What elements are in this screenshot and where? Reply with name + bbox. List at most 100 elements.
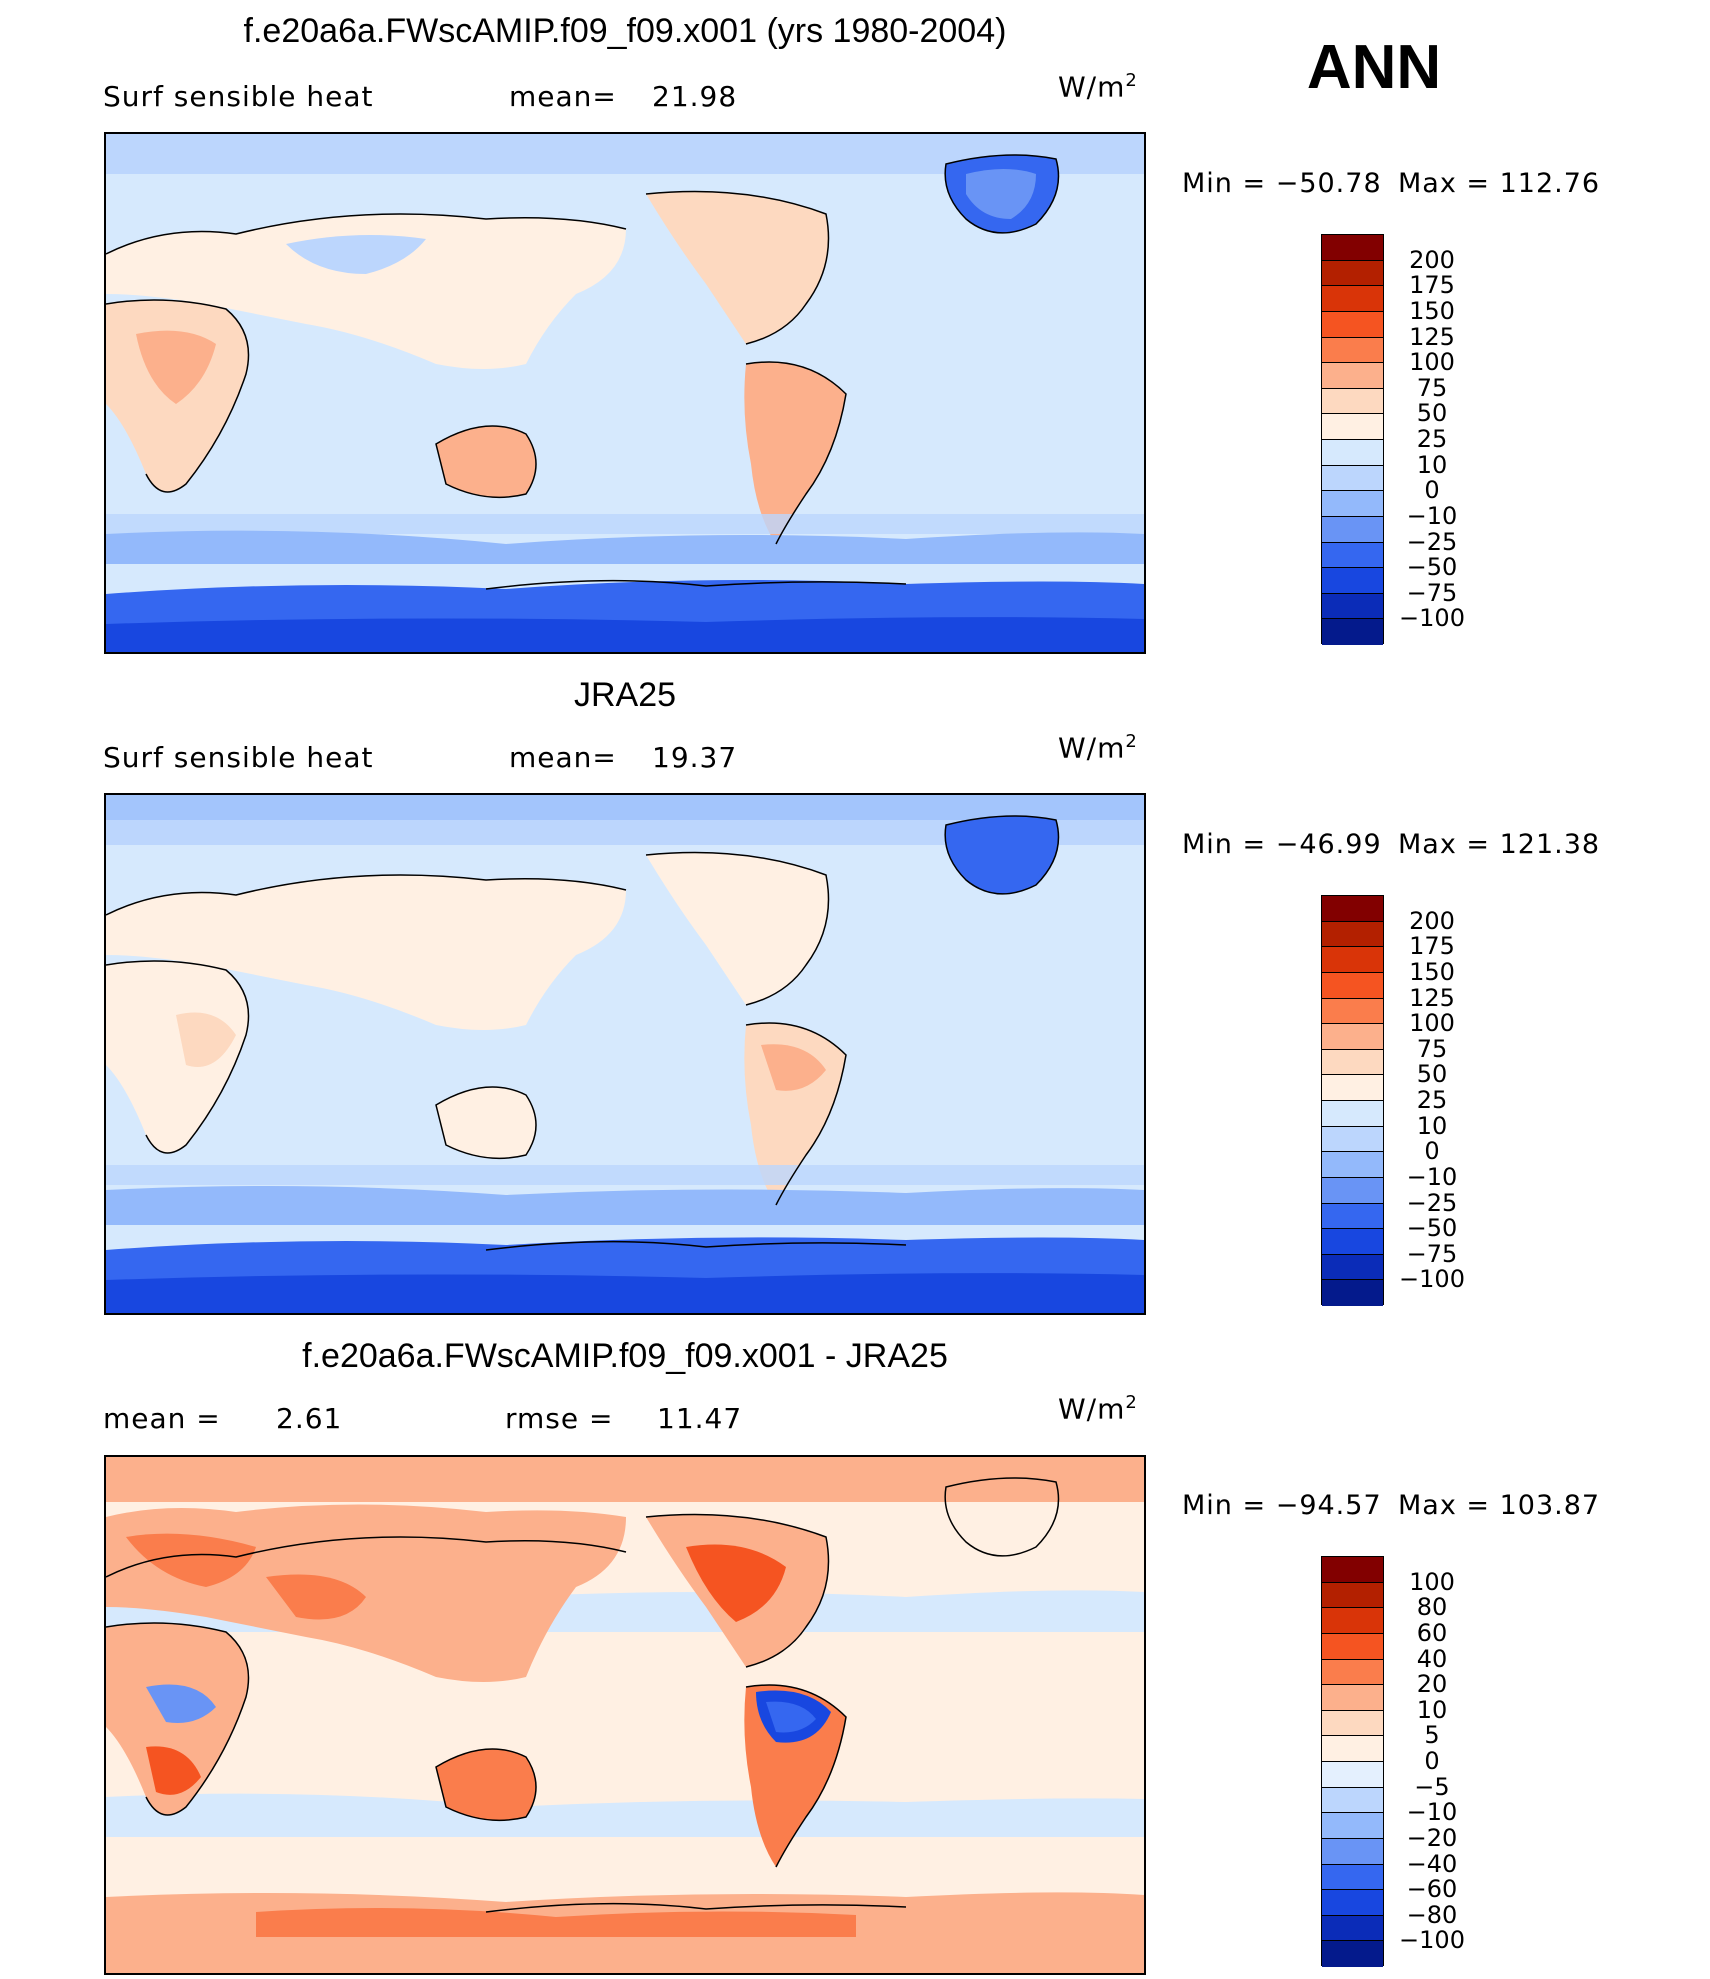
- colorbar-segment: [1322, 1024, 1383, 1050]
- colorbar-segment: [1322, 1838, 1383, 1865]
- variable-label: Surf sensible heat: [103, 741, 374, 774]
- colorbar-segment: [1322, 1203, 1383, 1230]
- colorbar-segment: [1322, 1177, 1383, 1204]
- colorbar-segment: [1322, 1710, 1383, 1737]
- colorbar-segment: [1322, 568, 1383, 594]
- colorbar-segment: [1322, 1152, 1383, 1178]
- map-panel-obs: [104, 793, 1146, 1315]
- colorbar-segment: [1322, 260, 1383, 287]
- colorbar-tick-label: −100: [1399, 604, 1465, 633]
- colorbar-segment: [1322, 1557, 1383, 1583]
- map-panel-model: [104, 132, 1146, 654]
- colorbar: [1321, 1556, 1384, 1967]
- colorbar-segment: [1322, 311, 1383, 338]
- max-label: Max = 121.38: [1398, 829, 1601, 860]
- mean-value: 2.61: [276, 1402, 343, 1435]
- variable-label: Surf sensible heat: [103, 80, 374, 113]
- colorbar-tick-label: 200: [1409, 906, 1455, 935]
- panel-title: f.e20a6a.FWscAMIP.f09_f09.x001 - JRA25: [302, 1337, 948, 1375]
- units-label: W/m2: [1058, 1392, 1138, 1426]
- colorbar-segment: [1322, 286, 1383, 312]
- colorbar-tick-label: 10: [1416, 450, 1448, 479]
- max-label: Max = 112.76: [1398, 168, 1601, 199]
- colorbar-tick-label: 0: [1424, 1137, 1440, 1166]
- colorbar-tick-label: 175: [1409, 271, 1455, 300]
- colorbar-tick-label: 25: [1416, 425, 1448, 453]
- rmse-label: rmse =: [505, 1402, 614, 1435]
- colorbar-segment: [1322, 1075, 1383, 1101]
- colorbar-tick-label: 125: [1409, 322, 1455, 351]
- colorbar-segment: [1322, 491, 1383, 517]
- colorbar-segment: [1322, 1049, 1383, 1076]
- colorbar-segment: [1322, 1864, 1383, 1891]
- colorbar-segment: [1322, 1126, 1383, 1153]
- colorbar-tick-label: 75: [1416, 1034, 1448, 1063]
- mean-label: mean=: [509, 80, 617, 113]
- colorbar-segment: [1322, 1890, 1383, 1916]
- colorbar-segment: [1322, 593, 1383, 620]
- max-label: Max = 103.87: [1398, 1490, 1601, 1521]
- colorbar-segment: [1322, 921, 1383, 948]
- colorbar-tick-label: −20: [1406, 1823, 1458, 1852]
- colorbar-segment: [1322, 1762, 1383, 1788]
- colorbar-tick-label: −10: [1406, 1798, 1458, 1827]
- colorbar-segment: [1322, 1915, 1383, 1942]
- colorbar-segment: [1322, 998, 1383, 1025]
- colorbar-segment: [1322, 1813, 1383, 1839]
- colorbar-tick-label: 125: [1409, 983, 1455, 1012]
- colorbar-tick-label: 0: [1424, 1747, 1440, 1775]
- colorbar-tick-label: −5: [1414, 1772, 1450, 1801]
- colorbar-segment: [1322, 1633, 1383, 1660]
- mean-value: 21.98: [652, 80, 738, 113]
- colorbar-segment: [1322, 1101, 1383, 1127]
- colorbar-tick-label: 100: [1409, 348, 1455, 377]
- colorbar-segment: [1322, 235, 1383, 261]
- colorbar-tick-label: −60: [1406, 1875, 1458, 1904]
- colorbar-tick-label: 20: [1416, 1670, 1448, 1699]
- colorbar-segment: [1322, 440, 1383, 466]
- units-label: W/m2: [1058, 731, 1138, 765]
- colorbar-tick-label: 40: [1416, 1644, 1448, 1673]
- colorbar-tick-label: −25: [1406, 527, 1458, 556]
- colorbar-segment: [1322, 1787, 1383, 1814]
- colorbar-tick-label: −10: [1406, 501, 1458, 530]
- colorbar-segment: [1322, 337, 1383, 364]
- colorbar-tick-label: −100: [1399, 1265, 1465, 1294]
- units-label: W/m2: [1058, 70, 1138, 104]
- colorbar-segment: [1322, 1229, 1383, 1255]
- min-label: Min = −50.78: [1182, 168, 1382, 199]
- colorbar-tick-label: −100: [1399, 1926, 1465, 1955]
- colorbar-tick-label: 150: [1409, 296, 1455, 325]
- colorbar-segment: [1322, 1582, 1383, 1609]
- colorbar-tick-label: 175: [1409, 932, 1455, 961]
- colorbar-tick-label: −25: [1406, 1188, 1458, 1217]
- min-label: Min = −46.99: [1182, 829, 1382, 860]
- colorbar-segment: [1322, 972, 1383, 999]
- colorbar-segment: [1322, 1280, 1383, 1306]
- colorbar-tick-label: 100: [1409, 1009, 1455, 1038]
- colorbar-tick-label: 100: [1409, 1567, 1455, 1596]
- colorbar-tick-label: 200: [1409, 245, 1455, 274]
- min-label: Min = −94.57: [1182, 1490, 1382, 1521]
- colorbar-segment: [1322, 542, 1383, 569]
- colorbar-tick-label: 10: [1416, 1695, 1448, 1724]
- colorbar-segment: [1322, 1685, 1383, 1711]
- colorbar-segment: [1322, 414, 1383, 440]
- colorbar-segment: [1322, 363, 1383, 389]
- colorbar-tick-label: 50: [1416, 1060, 1448, 1089]
- rmse-value: 11.47: [657, 1402, 743, 1435]
- colorbar-tick-label: 25: [1416, 1086, 1448, 1114]
- colorbar-tick-label: −50: [1406, 553, 1458, 582]
- map-field: [106, 134, 1144, 652]
- colorbar-tick-label: −50: [1406, 1214, 1458, 1243]
- colorbar-tick-label: 0: [1424, 476, 1440, 505]
- panel-title: JRA25: [573, 676, 677, 714]
- colorbar-segment: [1322, 1736, 1383, 1762]
- map-field: [106, 1457, 1144, 1973]
- colorbar-tick-label: 60: [1416, 1618, 1448, 1647]
- colorbar-segment: [1322, 516, 1383, 543]
- panel-title: f.e20a6a.FWscAMIP.f09_f09.x001 (yrs 1980…: [243, 12, 1007, 50]
- season-label: ANN: [1306, 33, 1442, 102]
- colorbar: [1321, 895, 1384, 1306]
- colorbar-tick-label: −75: [1406, 578, 1458, 607]
